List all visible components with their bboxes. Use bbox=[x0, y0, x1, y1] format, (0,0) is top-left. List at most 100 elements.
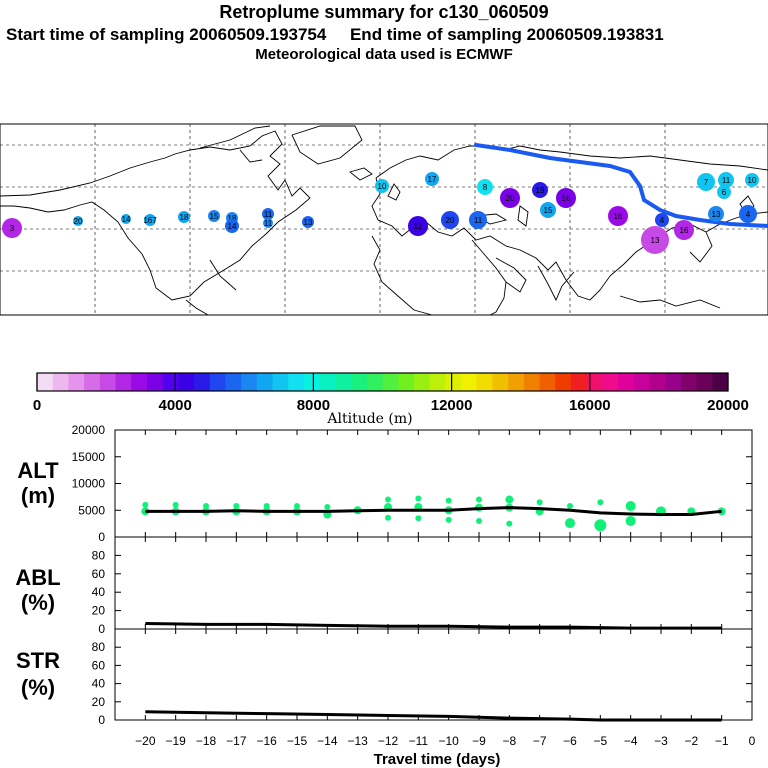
colorbar-cell bbox=[115, 373, 132, 391]
map-cluster: 10 bbox=[745, 173, 759, 187]
map-cluster-label: 8 bbox=[483, 183, 488, 192]
cluster-point bbox=[505, 495, 514, 504]
x-tick-label: −12 bbox=[378, 734, 399, 748]
map-cluster-dot bbox=[302, 216, 314, 228]
map-cluster-dot bbox=[262, 208, 274, 220]
map-cluster-dot bbox=[532, 182, 548, 198]
map-cluster: 10 bbox=[375, 179, 389, 193]
panel-label: ALT bbox=[17, 458, 59, 483]
map-cluster-label: 11 bbox=[264, 219, 273, 228]
transport-track bbox=[474, 143, 768, 228]
map-cluster-label: 20 bbox=[74, 217, 83, 226]
colorbar-cell bbox=[209, 373, 226, 391]
colorbar-tick-label: 20000 bbox=[707, 397, 749, 414]
map-cluster-label: 14 bbox=[122, 215, 131, 224]
map-cluster-dot bbox=[73, 216, 83, 226]
map-cluster-label: 20 bbox=[446, 216, 455, 225]
map-cluster-dot bbox=[718, 172, 734, 188]
x-tick-label: −4 bbox=[624, 734, 638, 748]
map-cluster-dot bbox=[641, 226, 669, 254]
panel-frame bbox=[114, 429, 753, 538]
colorbar-axis-label: Altitude (m) bbox=[326, 411, 412, 427]
colorbar-cell bbox=[680, 373, 698, 391]
map-cluster-dot bbox=[674, 220, 694, 240]
map-cluster-dot bbox=[375, 179, 389, 193]
y-tick-label: 20 bbox=[92, 695, 106, 709]
map-cluster-dot bbox=[697, 173, 715, 191]
map-cluster: 3 bbox=[2, 218, 22, 238]
x-tick-label: −17 bbox=[226, 734, 247, 748]
cluster-point bbox=[476, 517, 482, 524]
colorbar-tick-label: 12000 bbox=[431, 397, 473, 414]
colorbar-cell bbox=[413, 373, 431, 391]
colorbar-cell bbox=[194, 373, 211, 391]
map-cluster: 8 bbox=[477, 179, 493, 195]
panel-abl: ABL(%) 80 60 40 20 0 bbox=[15, 536, 753, 636]
colorbar-cell bbox=[178, 373, 195, 391]
altitude-colorbar: 0 4000 8000 12000 16000 20000 Altitude (m) bbox=[33, 372, 749, 427]
cluster-point bbox=[625, 500, 636, 511]
panel-label: (m) bbox=[21, 483, 55, 508]
cluster-point bbox=[594, 519, 607, 532]
map-cluster-dot bbox=[556, 188, 576, 208]
colorbar-cell bbox=[335, 373, 352, 391]
map-cluster-label: 11 bbox=[722, 176, 731, 185]
y-tick-label: 40 bbox=[92, 677, 106, 691]
map-cluster-dot bbox=[717, 185, 731, 199]
map-cluster: 13 bbox=[641, 226, 669, 254]
panel-label: ABL bbox=[15, 565, 60, 590]
map-cluster-label: 16 bbox=[562, 194, 571, 203]
panel-label: (%) bbox=[21, 590, 55, 615]
end-time-label: End time of sampling 20060509.193831 bbox=[349, 25, 664, 44]
cluster-point bbox=[597, 499, 604, 506]
map-cluster-label: 10 bbox=[378, 182, 387, 191]
map-cluster-label: 13 bbox=[651, 236, 660, 245]
map-cluster: 4 bbox=[739, 205, 757, 223]
panel-label: (%) bbox=[21, 675, 55, 700]
cluster-point bbox=[717, 507, 726, 516]
y-tick-label: 0 bbox=[98, 622, 105, 636]
colorbar-tick-label: 4000 bbox=[159, 397, 192, 414]
panel-label: STR bbox=[16, 648, 60, 673]
y-tick-label: 20000 bbox=[72, 423, 106, 437]
cluster-point bbox=[445, 516, 452, 523]
colorbar-cell bbox=[99, 373, 117, 391]
map-cluster-dot bbox=[408, 216, 428, 236]
map-cluster-label: 13 bbox=[712, 210, 721, 219]
y-tick-label: 80 bbox=[92, 640, 106, 654]
map-cluster-label: 7 bbox=[704, 178, 709, 187]
cluster-point bbox=[203, 502, 209, 509]
y-tick-label: 80 bbox=[92, 548, 106, 562]
x-axis-label: Travel time (days) bbox=[374, 751, 501, 768]
median-altitude-line bbox=[145, 506, 722, 517]
colorbar-cell bbox=[398, 373, 415, 391]
map-cluster-dot bbox=[2, 218, 22, 238]
map-cluster: 18 bbox=[178, 211, 190, 223]
x-axis: −20 −19 −18 −17 −16 −15 −14 −13 −12 −11 −10 −9 −8 −7−… bbox=[135, 734, 756, 768]
x-tick-label: −14 bbox=[317, 734, 338, 748]
colorbar-cell bbox=[303, 373, 321, 391]
panel-str: STR(%) 80 60 40 20 0 bbox=[16, 628, 753, 727]
x-tick-label: −10 bbox=[438, 734, 459, 748]
map-cluster-label: 17 bbox=[428, 175, 437, 184]
cluster-point bbox=[415, 495, 422, 502]
panel-alt: ALT(m) 20000 15000 10000 5000 0 bbox=[17, 423, 753, 544]
x-tick-label: −8 bbox=[502, 734, 516, 748]
colorbar-cell bbox=[131, 373, 148, 391]
map-cluster-label: 15 bbox=[210, 212, 219, 221]
map-cluster: 20 bbox=[441, 211, 459, 229]
cluster-point bbox=[172, 501, 179, 508]
map-cluster-dot bbox=[708, 206, 724, 222]
map-cluster-label: 18 bbox=[180, 213, 189, 222]
map-cluster: 14 bbox=[121, 214, 131, 224]
colorbar-tick-label: 0 bbox=[33, 397, 41, 414]
map-cluster-label: 3 bbox=[10, 224, 15, 233]
colorbar-ticks: 0 4000 8000 12000 16000 20000 bbox=[33, 373, 749, 414]
x-tick-label: −1 bbox=[715, 734, 729, 748]
map-cluster: 11 bbox=[263, 218, 273, 228]
cluster-point bbox=[385, 514, 391, 521]
colorbar-tick-label: 16000 bbox=[569, 397, 611, 414]
x-tick-label: −2 bbox=[684, 734, 698, 748]
colorbar-cell bbox=[319, 373, 336, 391]
map-cluster: 11 bbox=[262, 208, 274, 220]
